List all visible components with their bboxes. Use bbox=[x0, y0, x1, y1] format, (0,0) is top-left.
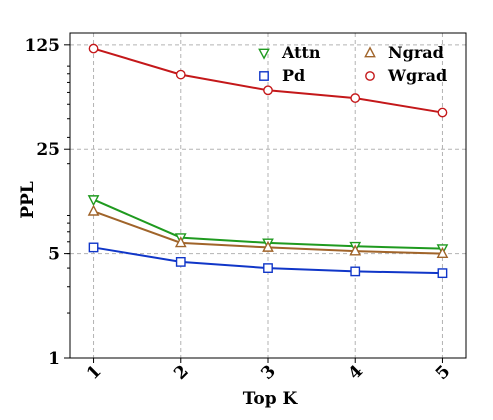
x-tick-label: 3 bbox=[257, 361, 280, 384]
data-point-wgrad bbox=[263, 85, 273, 96]
legend-item-ngrad: Ngrad bbox=[364, 43, 444, 62]
x-tick-label: 2 bbox=[170, 361, 193, 384]
legend-item-wgrad: Wgrad bbox=[365, 66, 447, 85]
x-tick-label: 4 bbox=[345, 361, 368, 384]
series-ngrad bbox=[87, 204, 449, 259]
data-point-pd bbox=[263, 263, 273, 273]
y-tick-label: 25 bbox=[36, 140, 60, 160]
data-point-wgrad bbox=[175, 69, 186, 80]
data-point-ngrad bbox=[436, 246, 449, 259]
legend: Attn Pd Ngrad Wgrad bbox=[258, 43, 447, 85]
x-axis-label: Top K bbox=[243, 389, 299, 409]
legend-label-ngrad: Ngrad bbox=[388, 43, 444, 62]
legend-item-pd: Pd bbox=[259, 66, 305, 85]
data-point-pd bbox=[437, 268, 448, 279]
x-axis-ticks bbox=[93, 358, 443, 363]
data-point-pd bbox=[350, 266, 361, 277]
y-axis-ticks bbox=[64, 44, 70, 359]
data-point-wgrad bbox=[437, 107, 448, 118]
x-tick-label: 5 bbox=[432, 361, 455, 384]
data-point-wgrad bbox=[350, 93, 361, 103]
data-point-pd bbox=[88, 242, 99, 253]
data-point-ngrad bbox=[262, 240, 274, 252]
series-layer bbox=[87, 43, 449, 279]
series-wgrad bbox=[88, 43, 448, 118]
legend-marker-ngrad bbox=[364, 46, 376, 58]
y-tick-label: 1 bbox=[48, 349, 60, 369]
legend-label-wgrad: Wgrad bbox=[387, 66, 447, 85]
y-tick-labels: 1 5 25 125 bbox=[25, 36, 61, 369]
y-axis-label: PPL bbox=[18, 181, 38, 219]
data-point-ngrad bbox=[174, 236, 187, 248]
data-point-ngrad bbox=[87, 204, 100, 216]
legend-marker-wgrad bbox=[365, 71, 375, 81]
x-tick-label: 1 bbox=[83, 361, 106, 384]
x-tick-labels: 1 2 3 4 5 bbox=[83, 361, 454, 384]
data-point-wgrad bbox=[88, 43, 99, 54]
legend-label-pd: Pd bbox=[282, 66, 305, 85]
data-point-attn bbox=[87, 195, 100, 207]
legend-label-attn: Attn bbox=[281, 43, 321, 62]
series-pd bbox=[88, 242, 448, 279]
legend-item-attn: Attn bbox=[258, 43, 321, 62]
data-point-pd bbox=[175, 257, 186, 267]
legend-marker-pd bbox=[259, 71, 269, 81]
legend-marker-attn bbox=[258, 48, 270, 60]
y-tick-label: 125 bbox=[25, 36, 61, 56]
data-point-ngrad bbox=[349, 244, 362, 256]
y-tick-label: 5 bbox=[48, 245, 60, 265]
